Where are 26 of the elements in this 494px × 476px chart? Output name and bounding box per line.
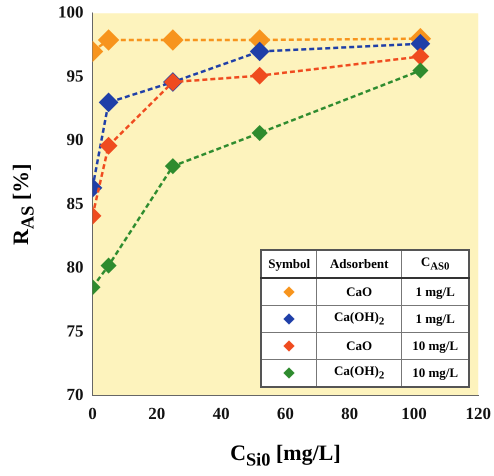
x-axis-title: C$_{Si0}$ [mg/L] (230, 440, 341, 470)
annotation: Symbol (261, 250, 317, 278)
x-tick-label: 0 (88, 404, 97, 424)
y-tick-label: 95 (66, 66, 84, 86)
x-tick-label: 60 (276, 404, 294, 424)
annotation: CaO (316, 278, 402, 306)
annotation: 1 mg/L (402, 305, 470, 332)
y-tick-label: 75 (66, 321, 84, 340)
annotation: 10 mg/L (402, 359, 470, 387)
annotation: 1 mg/L (402, 278, 470, 306)
y-tick-label: 100 (58, 2, 84, 22)
annotation: Adsorbent (316, 250, 402, 278)
annotation: Ca(OH)$_{2}$ (316, 359, 402, 387)
annotation: Ca(OH)$_{2}$ (316, 305, 402, 332)
x-tick-label: 20 (148, 404, 166, 424)
annotation: C$_{AS0}$ (402, 250, 470, 278)
y-tick-label: 80 (66, 258, 84, 277)
y-tick-label: 85 (66, 194, 84, 213)
y-tick-label: 90 (66, 130, 84, 150)
x-tick-label: 40 (212, 404, 230, 424)
x-tick-label: 100 (401, 404, 427, 424)
annotation: CaO (316, 332, 402, 360)
x-tick-label: 120 (466, 404, 491, 424)
annotation: 10 mg/L (402, 332, 470, 360)
y-tick-label: 70 (66, 384, 84, 404)
x-tick-label: 80 (341, 404, 358, 424)
